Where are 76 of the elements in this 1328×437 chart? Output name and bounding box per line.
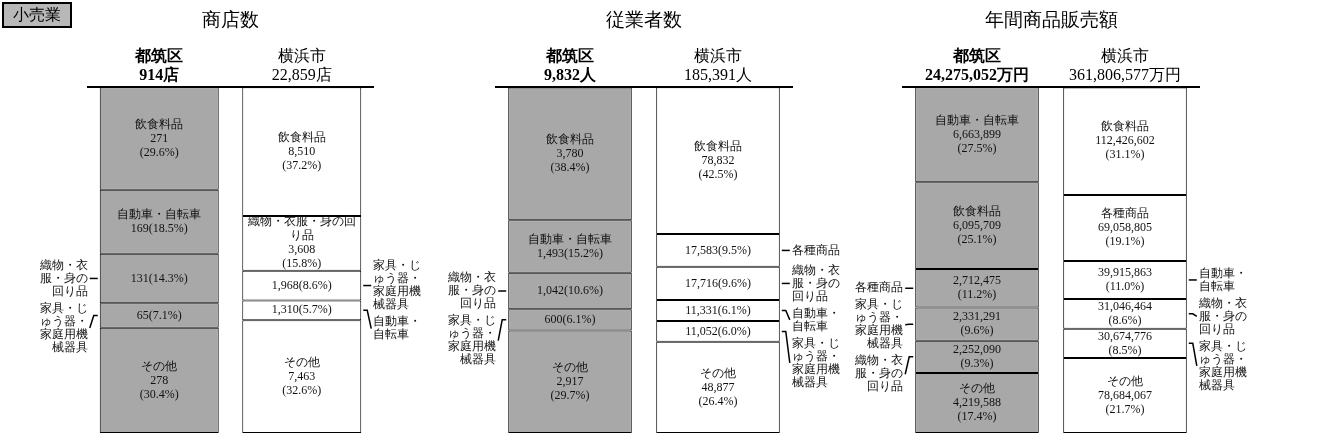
x-tick-label: 都筑区 24,275,052万円 [925, 46, 1029, 83]
series-label: その他 [700, 365, 736, 380]
data-label: 2,252,090 (9.3%) [953, 341, 1001, 370]
data-label: 17,716(9.6%) [685, 275, 751, 290]
series-label: 飲食料品 [1101, 119, 1149, 134]
data-label: 169(18.5%) [130, 220, 188, 235]
data-label: 2,917 (29.7%) [550, 373, 590, 402]
data-label: 2,331,291 (9.6%) [953, 309, 1001, 338]
series-label: 各種商品 [855, 280, 904, 295]
series-label: 織物・衣服・身の回り品 [1197, 295, 1247, 336]
series-label: 織物・衣服・身の回り品 [38, 257, 88, 298]
data-label: 8,510 (37.2%) [282, 143, 322, 172]
series-label: その他 [552, 359, 588, 374]
data-label: 6,663,899 (27.5%) [953, 126, 1001, 155]
data-label: 3,608 (15.8%) [282, 242, 322, 271]
data-label: 6,095,709 (25.1%) [953, 217, 1001, 246]
data-label: 112,426,602 (31.1%) [1095, 133, 1155, 162]
chart-title: 商店数 [202, 9, 259, 31]
series-label: 織物・衣服・身の回り品 [790, 262, 840, 303]
data-label: 69,058,805 (19.1%) [1098, 220, 1152, 249]
data-label: 3,780 (38.4%) [550, 146, 590, 175]
x-tick-label: 都筑区 9,832人 [544, 46, 597, 83]
series-label: 自動車・自転車 [528, 231, 612, 246]
data-label: 78,832 (42.5%) [698, 152, 738, 181]
data-label: 7,463 (32.6%) [282, 368, 322, 397]
data-label: 600(6.1%) [544, 312, 596, 327]
series-label: 飲食料品 [277, 129, 326, 144]
series-label: その他 [1107, 373, 1143, 388]
series-label: 織物・衣服・身の回り品 [246, 214, 356, 243]
series-label: 飲食料品 [135, 116, 184, 131]
data-label: 131(14.3%) [130, 270, 188, 285]
series-label: 織物・衣服・身の回り品 [447, 270, 497, 311]
data-label: 1,042(10.6%) [537, 283, 603, 298]
series-label: 織物・衣服・身の回り品 [854, 353, 904, 394]
series-label: その他 [283, 354, 320, 369]
data-label: 1,493(15.2%) [537, 245, 603, 260]
data-label: 11,052(6.0%) [685, 323, 751, 338]
series-label: 飲食料品 [694, 138, 742, 153]
data-label: 11,331(6.1%) [685, 302, 751, 317]
series-label: 飲食料品 [546, 132, 594, 147]
x-tick-label: 横浜市 185,391人 [684, 46, 752, 83]
series-label: その他 [959, 381, 995, 396]
series-label: 自動車・自転車 [791, 305, 840, 333]
data-label: 48,877 (26.4%) [698, 379, 738, 408]
series-label: 自動車・自転車 [117, 206, 202, 221]
data-label: 278 (30.4%) [139, 372, 179, 401]
series-label: 家具・じゅう器・家庭用機械器具 [1198, 338, 1247, 392]
series-label: 家具・じゅう器・家庭用機械器具 [791, 335, 840, 389]
series-label: 飲食料品 [953, 203, 1001, 218]
series-label: 各種商品 [1101, 206, 1149, 221]
text: 小売業 [13, 6, 61, 24]
chart-title: 従業者数 [606, 9, 682, 31]
series-label: 家具・じゅう器・家庭用機械器具 [448, 313, 497, 367]
series-label: 自動車・自転車 [1198, 265, 1247, 293]
data-label: 78,684,067 (21.7%) [1098, 387, 1152, 416]
data-label: 2,712,475 (11.2%) [953, 273, 1001, 302]
data-label: 39,915,863 (11.0%) [1098, 265, 1152, 294]
series-label: 家具・じゅう器・家庭用機械器具 [855, 297, 904, 351]
data-label: 30,674,776 (8.5%) [1098, 328, 1152, 357]
chart-title: 年間商品販売額 [984, 9, 1118, 31]
data-label: 65(7.1%) [136, 307, 182, 322]
data-label: 1,968(8.6%) [271, 277, 332, 292]
x-tick-label: 横浜市 22,859店 [271, 46, 332, 83]
series-label: その他 [141, 358, 178, 373]
data-label: 4,219,588 (17.4%) [953, 395, 1001, 424]
series-label: 自動車・自転車 [935, 112, 1019, 127]
series-label: 家具・じゅう器・家庭用機械器具 [39, 300, 88, 354]
data-label: 17,583(9.5%) [685, 242, 751, 257]
series-label: 家具・じゅう器・家庭用機械器具 [373, 258, 422, 312]
data-label: 1,310(5.7%) [271, 302, 332, 317]
series-label: 各種商品 [791, 242, 840, 257]
series-label: 自動車・自転車 [373, 314, 422, 342]
data-label: 31,046,464 (8.6%) [1098, 298, 1152, 327]
x-tick-label: 横浜市 361,806,577万円 [1069, 46, 1181, 83]
x-tick-label: 都筑区 914店 [134, 46, 184, 83]
data-label: 271 (29.6%) [139, 130, 179, 159]
